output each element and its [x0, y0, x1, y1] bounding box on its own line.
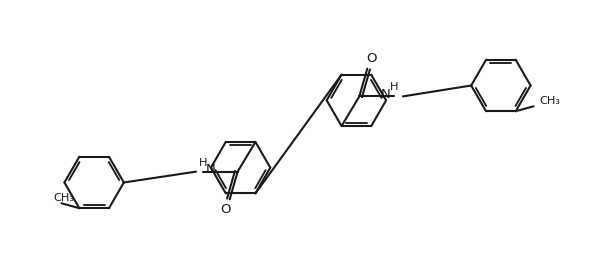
Text: CH₃: CH₃ [54, 193, 75, 203]
Text: N: N [206, 163, 216, 176]
Text: H: H [390, 83, 398, 92]
Text: O: O [366, 52, 377, 65]
Text: N: N [381, 88, 391, 101]
Text: H: H [199, 158, 207, 168]
Text: CH₃: CH₃ [540, 96, 561, 106]
Text: O: O [220, 203, 231, 216]
